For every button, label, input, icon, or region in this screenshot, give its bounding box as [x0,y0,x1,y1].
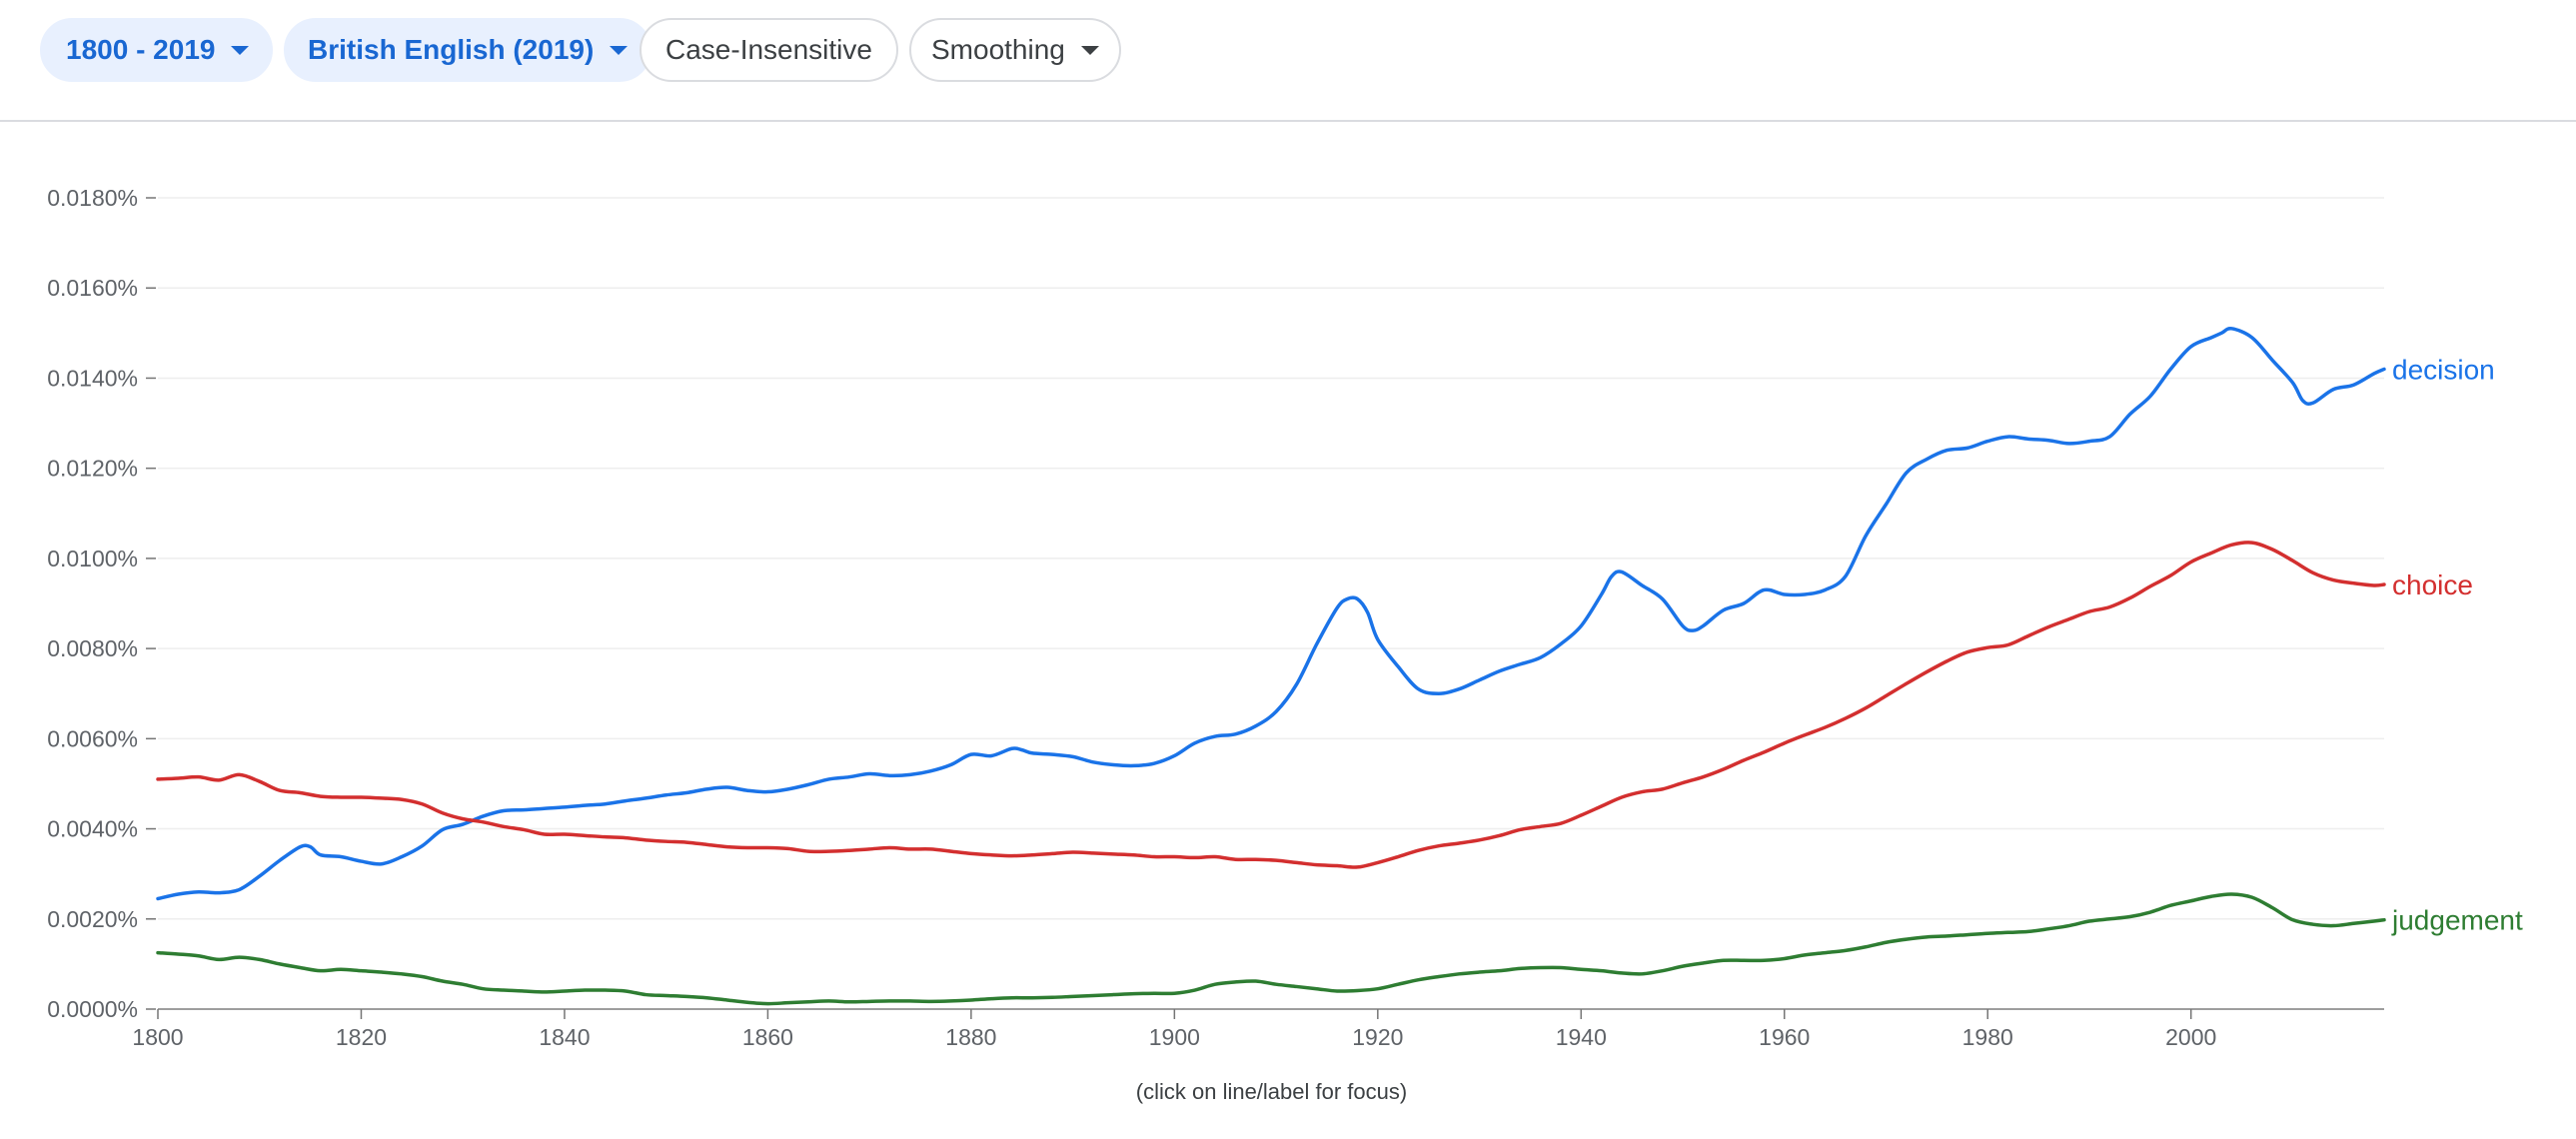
series-label-judgement[interactable]: judgement [2391,905,2523,936]
case-insensitive-toggle[interactable]: Case-Insensitive [640,18,898,82]
series-label-choice[interactable]: choice [2392,570,2473,600]
x-tick-label: 2000 [2165,1024,2216,1050]
axes: 0.0000% 0.0020% 0.0040% 0.0060% 0.0080% 0.010… [47,185,2384,1050]
focus-hint: (click on line/label for focus) [1135,1079,1408,1104]
smoothing-dropdown[interactable]: Smoothing [909,18,1121,82]
y-tick-label: 0.0180% [47,185,138,211]
x-tick-label: 1800 [132,1024,183,1050]
x-tick-label: 1940 [1556,1024,1607,1050]
x-tick-label: 1880 [945,1024,996,1050]
y-tick-label: 0.0000% [47,996,138,1022]
y-tick-label: 0.0020% [47,906,138,932]
series-line-choice[interactable] [156,541,2386,869]
chevron-down-icon [231,45,250,55]
x-tick-label: 1960 [1759,1024,1810,1050]
smoothing-label: Smoothing [931,34,1065,65]
chevron-down-icon [1080,45,1099,55]
y-tick-label: 0.0160% [47,275,138,301]
x-tick-label: 1900 [1149,1024,1200,1050]
x-tick-label: 1840 [539,1024,590,1050]
corpus-label: British English (2019) [308,34,595,65]
series-line-decision[interactable] [156,326,2386,901]
ngram-chart: 0.0000% 0.0020% 0.0040% 0.0060% 0.0080% 0.010… [47,185,2523,1050]
x-tick-label: 1920 [1352,1024,1403,1050]
grid [158,197,2384,920]
year-range-dropdown[interactable]: 1800 - 2019 [40,18,274,82]
series-line-judgement[interactable] [156,892,2386,1006]
y-tick-label: 0.0140% [47,365,138,391]
y-tick-label: 0.0080% [47,635,138,661]
case-insensitive-label: Case-Insensitive [665,34,872,65]
year-range-label: 1800 - 2019 [66,34,216,65]
series-labels: decision choice judgement [2391,354,2523,935]
x-tick-label: 1820 [336,1024,387,1050]
chevron-down-icon [610,45,629,55]
y-tick-label: 0.0060% [47,725,138,751]
toolbar: 1800 - 2019 British English (2019) Case-… [0,0,2576,122]
corpus-dropdown[interactable]: British English (2019) [284,18,652,82]
x-tick-label: 1860 [742,1024,793,1050]
y-tick-label: 0.0040% [47,816,138,842]
y-tick-label: 0.0100% [47,546,138,571]
series-label-decision[interactable]: decision [2392,354,2495,385]
y-tick-label: 0.0120% [47,456,138,482]
x-tick-label: 1980 [1962,1024,2013,1050]
series [156,326,2386,1006]
